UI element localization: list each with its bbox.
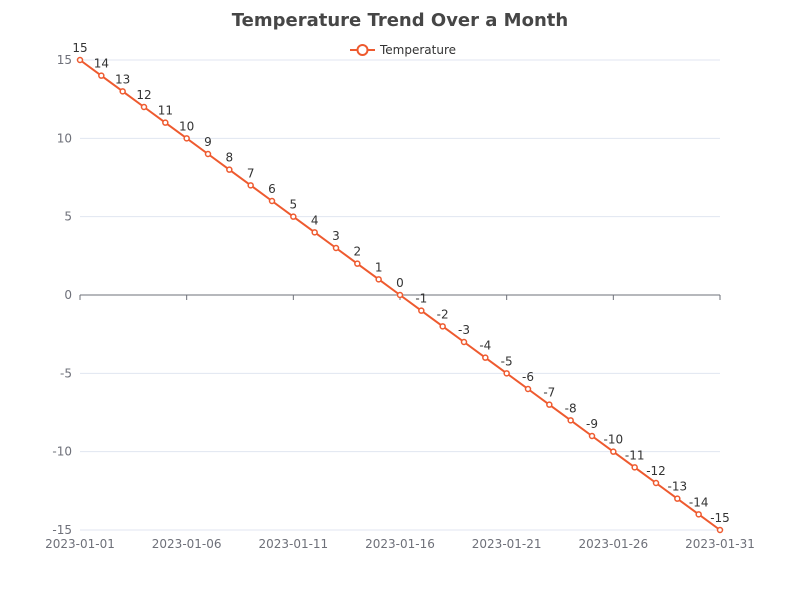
data-label: 12 [136, 88, 151, 102]
data-label: 11 [158, 104, 173, 118]
chart-title: Temperature Trend Over a Month [231, 10, 569, 31]
data-label: -8 [565, 401, 577, 415]
data-point[interactable] [162, 119, 169, 126]
data-point[interactable] [567, 417, 574, 424]
x-tick-label: 2023-01-11 [258, 537, 328, 551]
data-label: 6 [268, 182, 276, 196]
data-label: -1 [415, 292, 427, 306]
y-axis: 15 10 5 0 -5 -10 -15 [52, 53, 72, 537]
data-point[interactable] [226, 166, 233, 173]
data-point[interactable] [503, 370, 510, 377]
data-point[interactable] [546, 401, 553, 408]
data-label: -14 [689, 495, 709, 509]
data-point[interactable] [652, 479, 660, 487]
y-tick-label: -10 [52, 445, 72, 459]
data-label: 4 [311, 213, 319, 227]
data-point[interactable] [524, 385, 532, 393]
data-label: 13 [115, 72, 130, 86]
x-tick-label: 2023-01-16 [365, 537, 435, 551]
y-tick-label: 0 [64, 288, 72, 302]
y-tick-label: 10 [57, 131, 72, 145]
data-label: 2 [354, 245, 362, 259]
data-label: -15 [710, 511, 730, 525]
data-point[interactable] [354, 260, 361, 267]
data-point[interactable] [140, 103, 148, 111]
data-point[interactable] [119, 88, 126, 95]
data-point[interactable] [610, 448, 617, 455]
data-label: -5 [501, 354, 513, 368]
data-label: -6 [522, 370, 534, 384]
data-label: 0 [396, 276, 404, 290]
data-label: 10 [179, 119, 194, 133]
data-label: -10 [604, 433, 624, 447]
data-point[interactable] [460, 338, 468, 346]
x-tick-label: 2023-01-21 [472, 537, 542, 551]
data-point[interactable] [439, 323, 446, 330]
data-label: 1 [375, 260, 383, 274]
data-point[interactable] [482, 354, 489, 361]
data-label: 14 [94, 57, 109, 71]
y-tick-label: 5 [64, 210, 72, 224]
x-tick-label: 2023-01-06 [152, 537, 222, 551]
data-point[interactable] [247, 182, 254, 189]
data-label: 9 [204, 135, 212, 149]
data-label: 8 [226, 151, 234, 165]
data-label: 7 [247, 166, 255, 180]
data-label: 15 [72, 41, 87, 55]
data-point[interactable] [268, 197, 276, 205]
data-point[interactable] [98, 72, 105, 79]
x-tick-label: 2023-01-01 [45, 537, 115, 551]
data-point[interactable] [311, 229, 318, 236]
data-point[interactable] [332, 244, 340, 252]
legend-swatch-marker[interactable] [356, 44, 369, 56]
data-label: 5 [290, 198, 298, 212]
data-label: -3 [458, 323, 470, 337]
x-axis: 2023-01-01 2023-01-06 2023-01-11 2023-01-16… [45, 294, 755, 551]
data-point[interactable] [716, 526, 724, 534]
x-tick-label: 2023-01-31 [685, 537, 755, 551]
data-point[interactable] [204, 150, 212, 158]
data-label: -11 [625, 448, 645, 462]
series-layer [76, 56, 724, 534]
data-label: -13 [668, 480, 688, 494]
data-labels: 1514131211109876543210-1-2-3-4-5-6-7-8-9… [72, 41, 729, 525]
data-point[interactable] [674, 495, 681, 502]
data-label: -12 [646, 464, 666, 478]
y-tick-label: 15 [57, 53, 72, 67]
data-label: -4 [479, 339, 491, 353]
data-label: -2 [437, 307, 449, 321]
data-point[interactable] [588, 432, 596, 440]
x-tick-label: 2023-01-26 [578, 537, 648, 551]
data-point[interactable] [290, 213, 297, 220]
legend-label[interactable]: Temperature [379, 43, 456, 57]
legend[interactable]: Temperature [350, 43, 456, 57]
data-point[interactable] [76, 56, 84, 64]
data-point[interactable] [631, 464, 638, 471]
y-tick-label: -5 [60, 366, 72, 380]
data-point[interactable] [183, 135, 190, 142]
data-point[interactable] [375, 276, 382, 283]
data-point[interactable] [418, 307, 425, 314]
data-label: 3 [332, 229, 340, 243]
y-tick-label: -15 [52, 523, 72, 537]
data-label: -7 [543, 386, 555, 400]
data-point[interactable] [396, 291, 404, 299]
data-label: -9 [586, 417, 598, 431]
data-point[interactable] [695, 511, 702, 518]
